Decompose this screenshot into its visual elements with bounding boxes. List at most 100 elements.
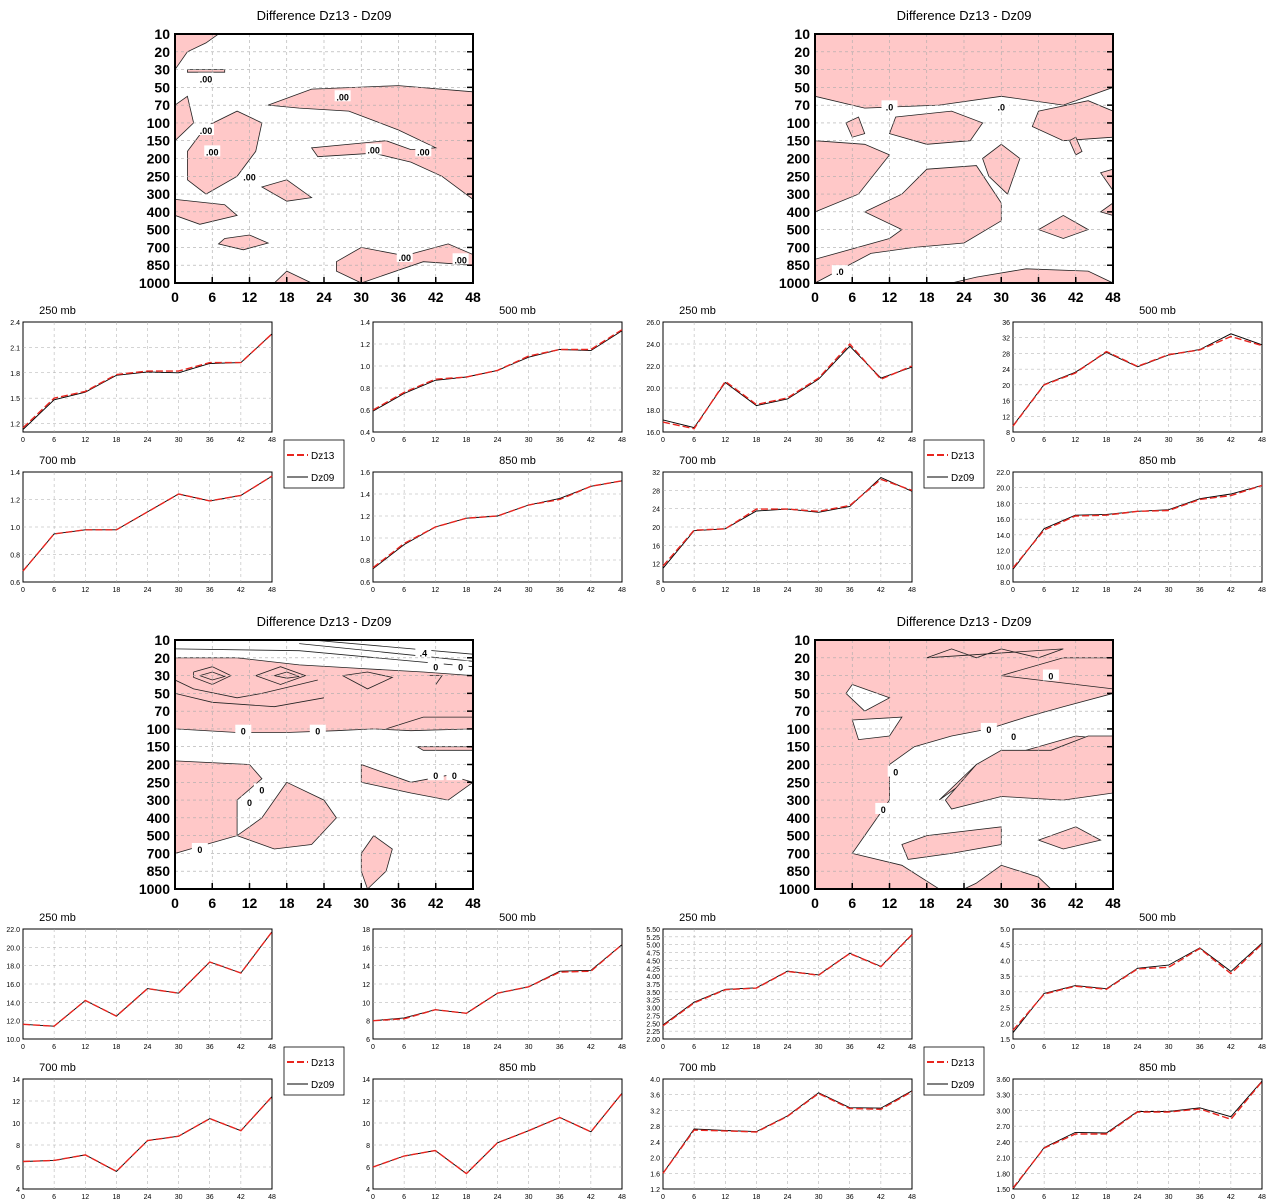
contour-label-bg xyxy=(253,783,270,795)
y-tick-label: 16 xyxy=(1002,399,1010,406)
x-tick-label: 42 xyxy=(877,1194,885,1201)
x-tick-label: 36 xyxy=(1031,289,1047,305)
x-tick-label: 18 xyxy=(112,1044,120,1051)
y-tick-label: 22.0 xyxy=(996,470,1010,477)
line-chart-group-2: 250 mb 16.0 18.0 20.0 22.0 24.0 26.0 0 6 12 18 24 30… xyxy=(646,305,1266,594)
y-tick-label: 1.4 xyxy=(360,492,370,499)
y-tick-label: 150 xyxy=(787,739,811,755)
y-tick-label: 18.0 xyxy=(646,408,660,415)
y-tick-label: 700 xyxy=(147,845,171,861)
y-tick-label: 20 xyxy=(154,44,170,60)
contour-label: .00 xyxy=(417,147,430,157)
line-panel-250-mb: 250 mb 10.0 12.0 14.0 16.0 18.0 20.0 22.0 0 6 12 18… xyxy=(6,912,276,1051)
x-tick-label: 12 xyxy=(882,895,898,911)
legend-label-dz09: Dz09 xyxy=(311,1080,335,1091)
x-tick-label: 0 xyxy=(371,587,375,594)
y-tick-label: 2.4 xyxy=(10,320,20,327)
contour-label-bg xyxy=(204,145,221,157)
x-tick-label: 48 xyxy=(1258,587,1266,594)
y-tick-label: 24 xyxy=(652,507,660,514)
x-tick-label: 42 xyxy=(877,587,885,594)
y-tick-label: 2.50 xyxy=(646,1021,660,1028)
x-tick-label: 42 xyxy=(587,1194,595,1201)
contour-label: .0 xyxy=(836,267,844,277)
contour-label-bg xyxy=(415,145,432,157)
y-tick-label: 18.0 xyxy=(6,964,20,971)
y-tick-label: 10.0 xyxy=(6,1037,20,1044)
x-tick-label: 48 xyxy=(908,1194,916,1201)
y-tick-label: 1000 xyxy=(139,881,170,897)
x-tick-label: 18 xyxy=(752,587,760,594)
x-tick-label: 48 xyxy=(618,1044,626,1051)
y-tick-label: 5.25 xyxy=(646,935,660,942)
line-panel-850-mb: 850 mb 8.0 10.0 12.0 14.0 16.0 18.0 20.0 22.0 0 6 1… xyxy=(996,455,1266,594)
x-tick-label: 48 xyxy=(268,437,276,444)
series-line-dz13 xyxy=(1012,1081,1263,1189)
x-tick-label: 24 xyxy=(316,895,332,911)
y-tick-label: 18 xyxy=(362,927,370,934)
contour-label: .00 xyxy=(200,126,213,136)
panel-title: 500 mb xyxy=(499,305,536,317)
y-tick-label: 24.0 xyxy=(646,342,660,349)
x-tick-label: 48 xyxy=(908,587,916,594)
contour-label: 0 xyxy=(893,768,898,778)
legend-box xyxy=(923,439,985,489)
series-line-dz13 xyxy=(372,480,623,569)
x-tick-label: 36 xyxy=(206,1194,214,1201)
x-tick-label: 36 xyxy=(391,895,407,911)
contour-line xyxy=(311,640,473,655)
x-tick-label: 42 xyxy=(237,1194,245,1201)
y-tick-label: 16.0 xyxy=(646,430,660,437)
y-tick-label: 12.0 xyxy=(996,549,1010,556)
x-tick-label: 18 xyxy=(919,895,935,911)
contour-label: .00 xyxy=(367,146,380,156)
x-tick-label: 24 xyxy=(784,587,792,594)
series-line-dz13 xyxy=(22,1096,273,1173)
contour-label-bg xyxy=(241,795,258,807)
x-tick-label: 48 xyxy=(1258,437,1266,444)
y-tick-label: 30 xyxy=(154,62,170,78)
contour-label-bg xyxy=(887,765,904,777)
y-tick-label: 4.0 xyxy=(650,1077,660,1084)
x-tick-label: 12 xyxy=(431,1044,439,1051)
y-tick-label: 16.0 xyxy=(996,517,1010,524)
y-tick-label: 0.6 xyxy=(360,580,370,587)
series-line-dz13 xyxy=(1012,335,1263,427)
contour-label-bg xyxy=(1042,669,1059,681)
y-tick-label: 3.25 xyxy=(646,998,660,1005)
x-tick-label: 18 xyxy=(112,1194,120,1201)
contour-label-bg xyxy=(396,250,413,262)
y-tick-label: 12.0 xyxy=(6,1019,20,1026)
positive-region xyxy=(267,85,473,200)
contour-label: 0 xyxy=(247,798,252,808)
x-tick-label: 12 xyxy=(81,1194,89,1201)
x-tick-label: 48 xyxy=(1105,895,1121,911)
y-tick-label: 16.0 xyxy=(6,982,20,989)
y-tick-label: 2.75 xyxy=(646,1013,660,1020)
y-tick-label: 8 xyxy=(366,1019,370,1026)
contour-label: 0 xyxy=(259,785,264,795)
x-tick-label: 36 xyxy=(556,1044,564,1051)
y-tick-label: 1.2 xyxy=(360,514,370,521)
x-tick-label: 36 xyxy=(846,587,854,594)
contour-label: 0 xyxy=(1011,732,1016,742)
y-tick-label: 4 xyxy=(366,1187,370,1194)
y-tick-label: 850 xyxy=(147,257,171,273)
x-tick-label: 6 xyxy=(692,437,696,444)
x-tick-label: 36 xyxy=(206,1044,214,1051)
panel-title: 500 mb xyxy=(1139,305,1176,317)
x-tick-label: 30 xyxy=(993,895,1009,911)
x-tick-label: 48 xyxy=(618,1194,626,1201)
y-tick-label: 400 xyxy=(147,204,171,220)
y-tick-label: 8 xyxy=(366,1143,370,1150)
line-panel-250-mb: 250 mb 1.2 1.5 1.8 2.1 2.4 0 6 12 18 24 30 36 42 48 xyxy=(10,305,276,444)
contour-line xyxy=(175,648,473,668)
x-tick-label: 0 xyxy=(661,587,665,594)
x-tick-label: 0 xyxy=(811,895,819,911)
line-panel-700-mb: 700 mb 8 12 16 20 24 28 32 0 6 12 18 24 30 36 42 48 xyxy=(652,455,916,594)
x-tick-label: 18 xyxy=(752,437,760,444)
y-tick-label: 12 xyxy=(362,982,370,989)
x-tick-label: 6 xyxy=(692,1194,696,1201)
panel-title: 500 mb xyxy=(1139,912,1176,924)
y-tick-label: 20 xyxy=(794,650,810,666)
